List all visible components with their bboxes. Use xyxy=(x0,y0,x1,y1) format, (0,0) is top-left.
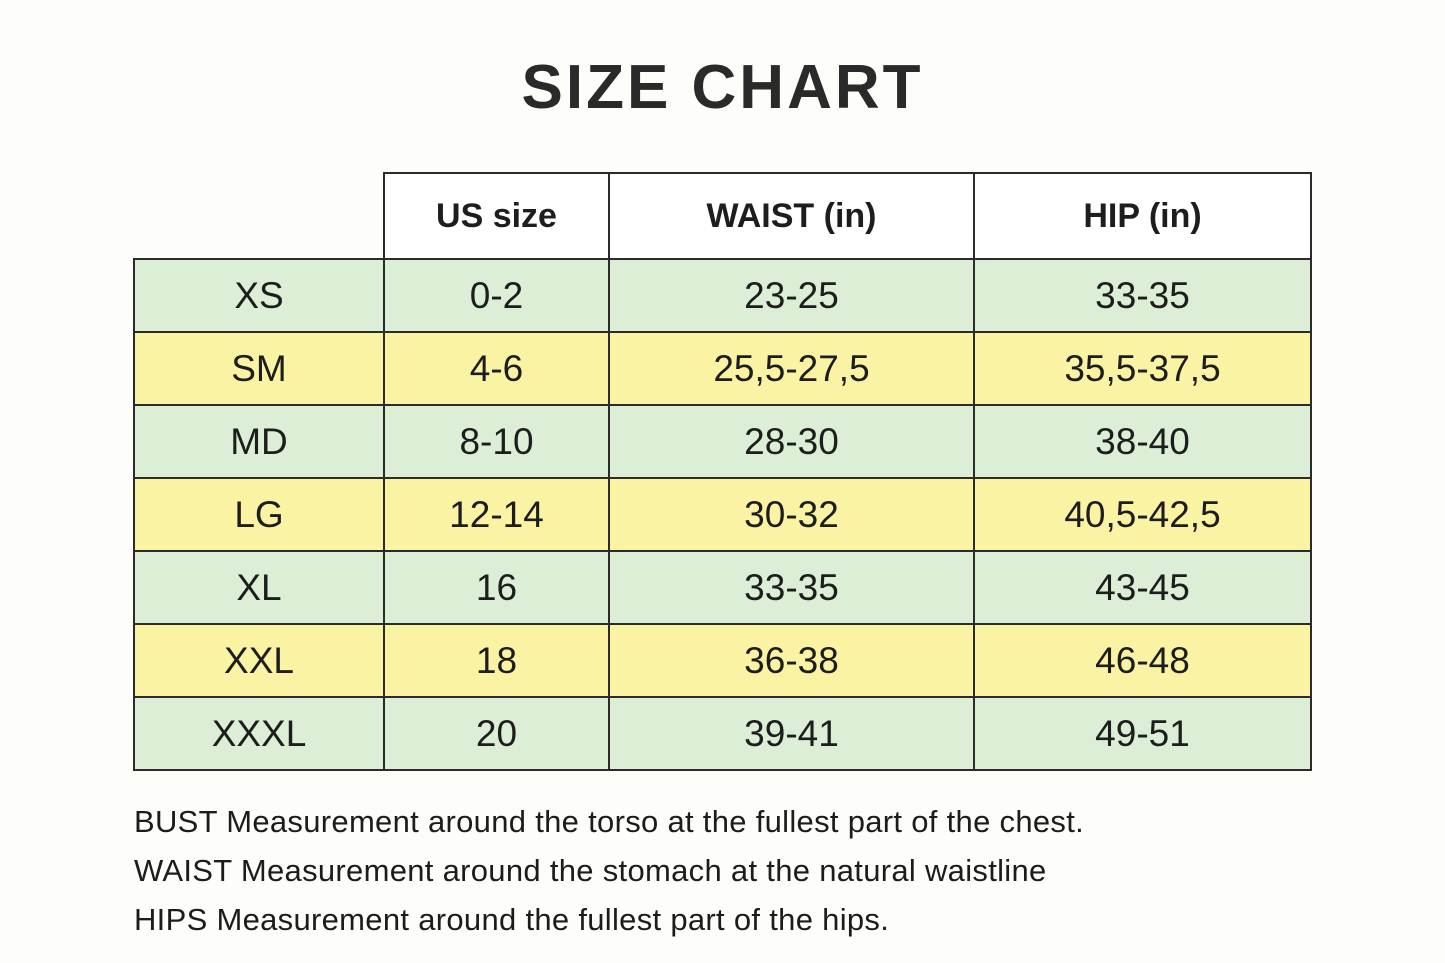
note-bust: BUST Measurement around the torso at the… xyxy=(134,804,1085,839)
waist-cell: 33-35 xyxy=(608,550,975,625)
us-size-cell: 4-6 xyxy=(383,331,610,406)
table-row: XXXL 20 39-41 49-51 xyxy=(133,696,1312,771)
waist-cell: 30-32 xyxy=(608,477,975,552)
size-cell: MD xyxy=(133,404,385,479)
hip-cell: 35,5-37,5 xyxy=(973,331,1312,406)
hip-cell: 33-35 xyxy=(973,258,1312,333)
column-header-hip: HIP (in) xyxy=(973,172,1312,260)
size-cell: XXXL xyxy=(133,696,385,771)
us-size-cell: 8-10 xyxy=(383,404,610,479)
size-cell: XL xyxy=(133,550,385,625)
column-header-waist: WAIST (in) xyxy=(608,172,975,260)
measurement-notes: BUST Measurement around the torso at the… xyxy=(134,797,1084,944)
header-row: US size WAIST (in) HIP (in) xyxy=(134,172,1312,260)
hip-cell: 49-51 xyxy=(973,696,1312,771)
us-size-cell: 12-14 xyxy=(383,477,610,552)
waist-cell: 39-41 xyxy=(608,696,975,771)
note-hips: HIPS Measurement around the fullest part… xyxy=(134,902,890,937)
table-row: MD 8-10 28-30 38-40 xyxy=(133,404,1312,479)
waist-cell: 25,5-27,5 xyxy=(608,331,975,406)
note-waist: WAIST Measurement around the stomach at … xyxy=(134,853,1047,888)
corner-empty-cell xyxy=(134,173,384,259)
size-cell: XXL xyxy=(133,623,385,698)
size-cell: LG xyxy=(133,477,385,552)
size-cell: SM xyxy=(133,331,385,406)
table-row: XS 0-2 23-25 33-35 xyxy=(133,258,1312,333)
us-size-cell: 18 xyxy=(383,623,610,698)
table-row: LG 12-14 30-32 40,5-42,5 xyxy=(133,477,1312,552)
page-title: SIZE CHART xyxy=(521,53,924,122)
table-row: XL 16 33-35 43-45 xyxy=(133,550,1312,625)
table-row: SM 4-6 25,5-27,5 35,5-37,5 xyxy=(133,331,1312,406)
size-chart-table: US size WAIST (in) HIP (in) XS 0-2 23-25… xyxy=(133,172,1312,771)
hip-cell: 43-45 xyxy=(973,550,1312,625)
table-row: XXL 18 36-38 46-48 xyxy=(133,623,1312,698)
waist-cell: 36-38 xyxy=(608,623,975,698)
us-size-cell: 0-2 xyxy=(383,258,610,333)
us-size-cell: 16 xyxy=(383,550,610,625)
us-size-cell: 20 xyxy=(383,696,610,771)
hip-cell: 40,5-42,5 xyxy=(973,477,1312,552)
waist-cell: 28-30 xyxy=(608,404,975,479)
size-cell: XS xyxy=(133,258,385,333)
waist-cell: 23-25 xyxy=(608,258,975,333)
column-header-us-size: US size xyxy=(383,172,610,260)
hip-cell: 46-48 xyxy=(973,623,1312,698)
hip-cell: 38-40 xyxy=(973,404,1312,479)
